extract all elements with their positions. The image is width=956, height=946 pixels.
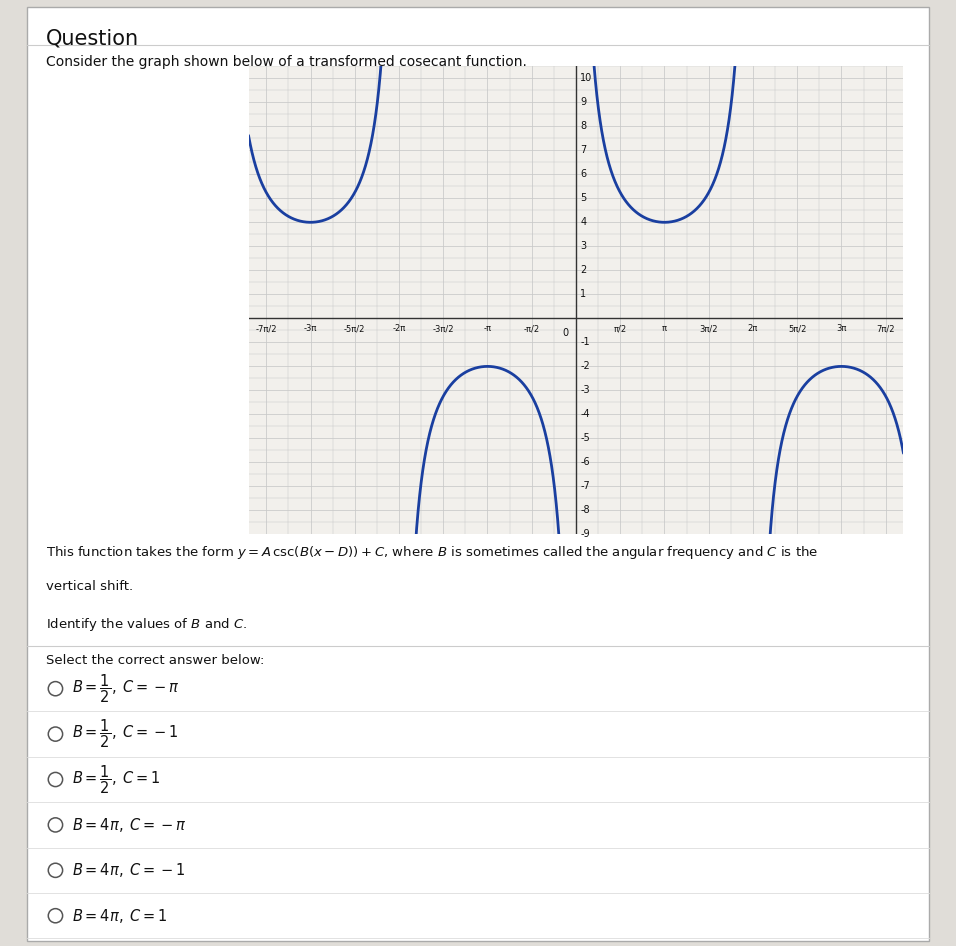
Text: vertical shift.: vertical shift. [46, 580, 133, 593]
Text: -3: -3 [580, 385, 590, 395]
Text: -π: -π [484, 324, 491, 333]
Text: -2: -2 [580, 361, 590, 372]
Text: π/2: π/2 [614, 324, 627, 333]
Text: 10: 10 [580, 73, 593, 83]
Text: 3π/2: 3π/2 [700, 324, 718, 333]
Text: $B = 4\pi,\; C = -\pi$: $B = 4\pi,\; C = -\pi$ [72, 815, 186, 834]
Text: -1: -1 [580, 338, 590, 347]
Text: -3π/2: -3π/2 [432, 324, 454, 333]
Text: 2: 2 [580, 265, 586, 275]
Text: 7: 7 [580, 146, 586, 155]
Text: 3: 3 [580, 241, 586, 252]
Text: 4: 4 [580, 218, 586, 227]
Text: -7: -7 [580, 482, 590, 492]
Text: 0: 0 [563, 328, 569, 338]
Text: 9: 9 [580, 97, 586, 107]
Text: 8: 8 [580, 121, 586, 131]
Text: Identify the values of $B$ and $C$.: Identify the values of $B$ and $C$. [46, 616, 247, 633]
Text: -7π/2: -7π/2 [255, 324, 277, 333]
Text: π: π [662, 324, 667, 333]
Text: Select the correct answer below:: Select the correct answer below: [46, 654, 264, 667]
Text: 3π: 3π [836, 324, 847, 333]
Text: This function takes the form $y = A\,\csc(B(x - D)) + C$, where $B$ is sometimes: This function takes the form $y = A\,\cs… [46, 544, 818, 561]
Text: Consider the graph shown below of a transformed cosecant function.: Consider the graph shown below of a tran… [46, 55, 527, 69]
Text: 5: 5 [580, 193, 586, 203]
Text: 1: 1 [580, 289, 586, 299]
Text: $B = \dfrac{1}{2},\; C = -\pi$: $B = \dfrac{1}{2},\; C = -\pi$ [72, 673, 180, 705]
Text: -4: -4 [580, 410, 590, 419]
Text: Question: Question [46, 28, 139, 48]
Text: $B = \dfrac{1}{2},\; C = -1$: $B = \dfrac{1}{2},\; C = -1$ [72, 718, 178, 750]
Text: -3π: -3π [304, 324, 317, 333]
Text: $B = 4\pi,\; C = 1$: $B = 4\pi,\; C = 1$ [72, 906, 167, 925]
Text: 2π: 2π [748, 324, 758, 333]
Text: -6: -6 [580, 458, 590, 467]
Text: 7π/2: 7π/2 [877, 324, 895, 333]
Text: 6: 6 [580, 169, 586, 180]
Text: -9: -9 [580, 530, 590, 539]
Text: $B = \dfrac{1}{2},\; C = 1$: $B = \dfrac{1}{2},\; C = 1$ [72, 763, 161, 796]
Text: -5: -5 [580, 433, 590, 444]
Text: -π/2: -π/2 [524, 324, 540, 333]
Text: $B = 4\pi,\; C = -1$: $B = 4\pi,\; C = -1$ [72, 861, 185, 880]
Text: 5π/2: 5π/2 [788, 324, 807, 333]
Text: -5π/2: -5π/2 [344, 324, 365, 333]
Text: -2π: -2π [392, 324, 405, 333]
Text: -8: -8 [580, 505, 590, 516]
